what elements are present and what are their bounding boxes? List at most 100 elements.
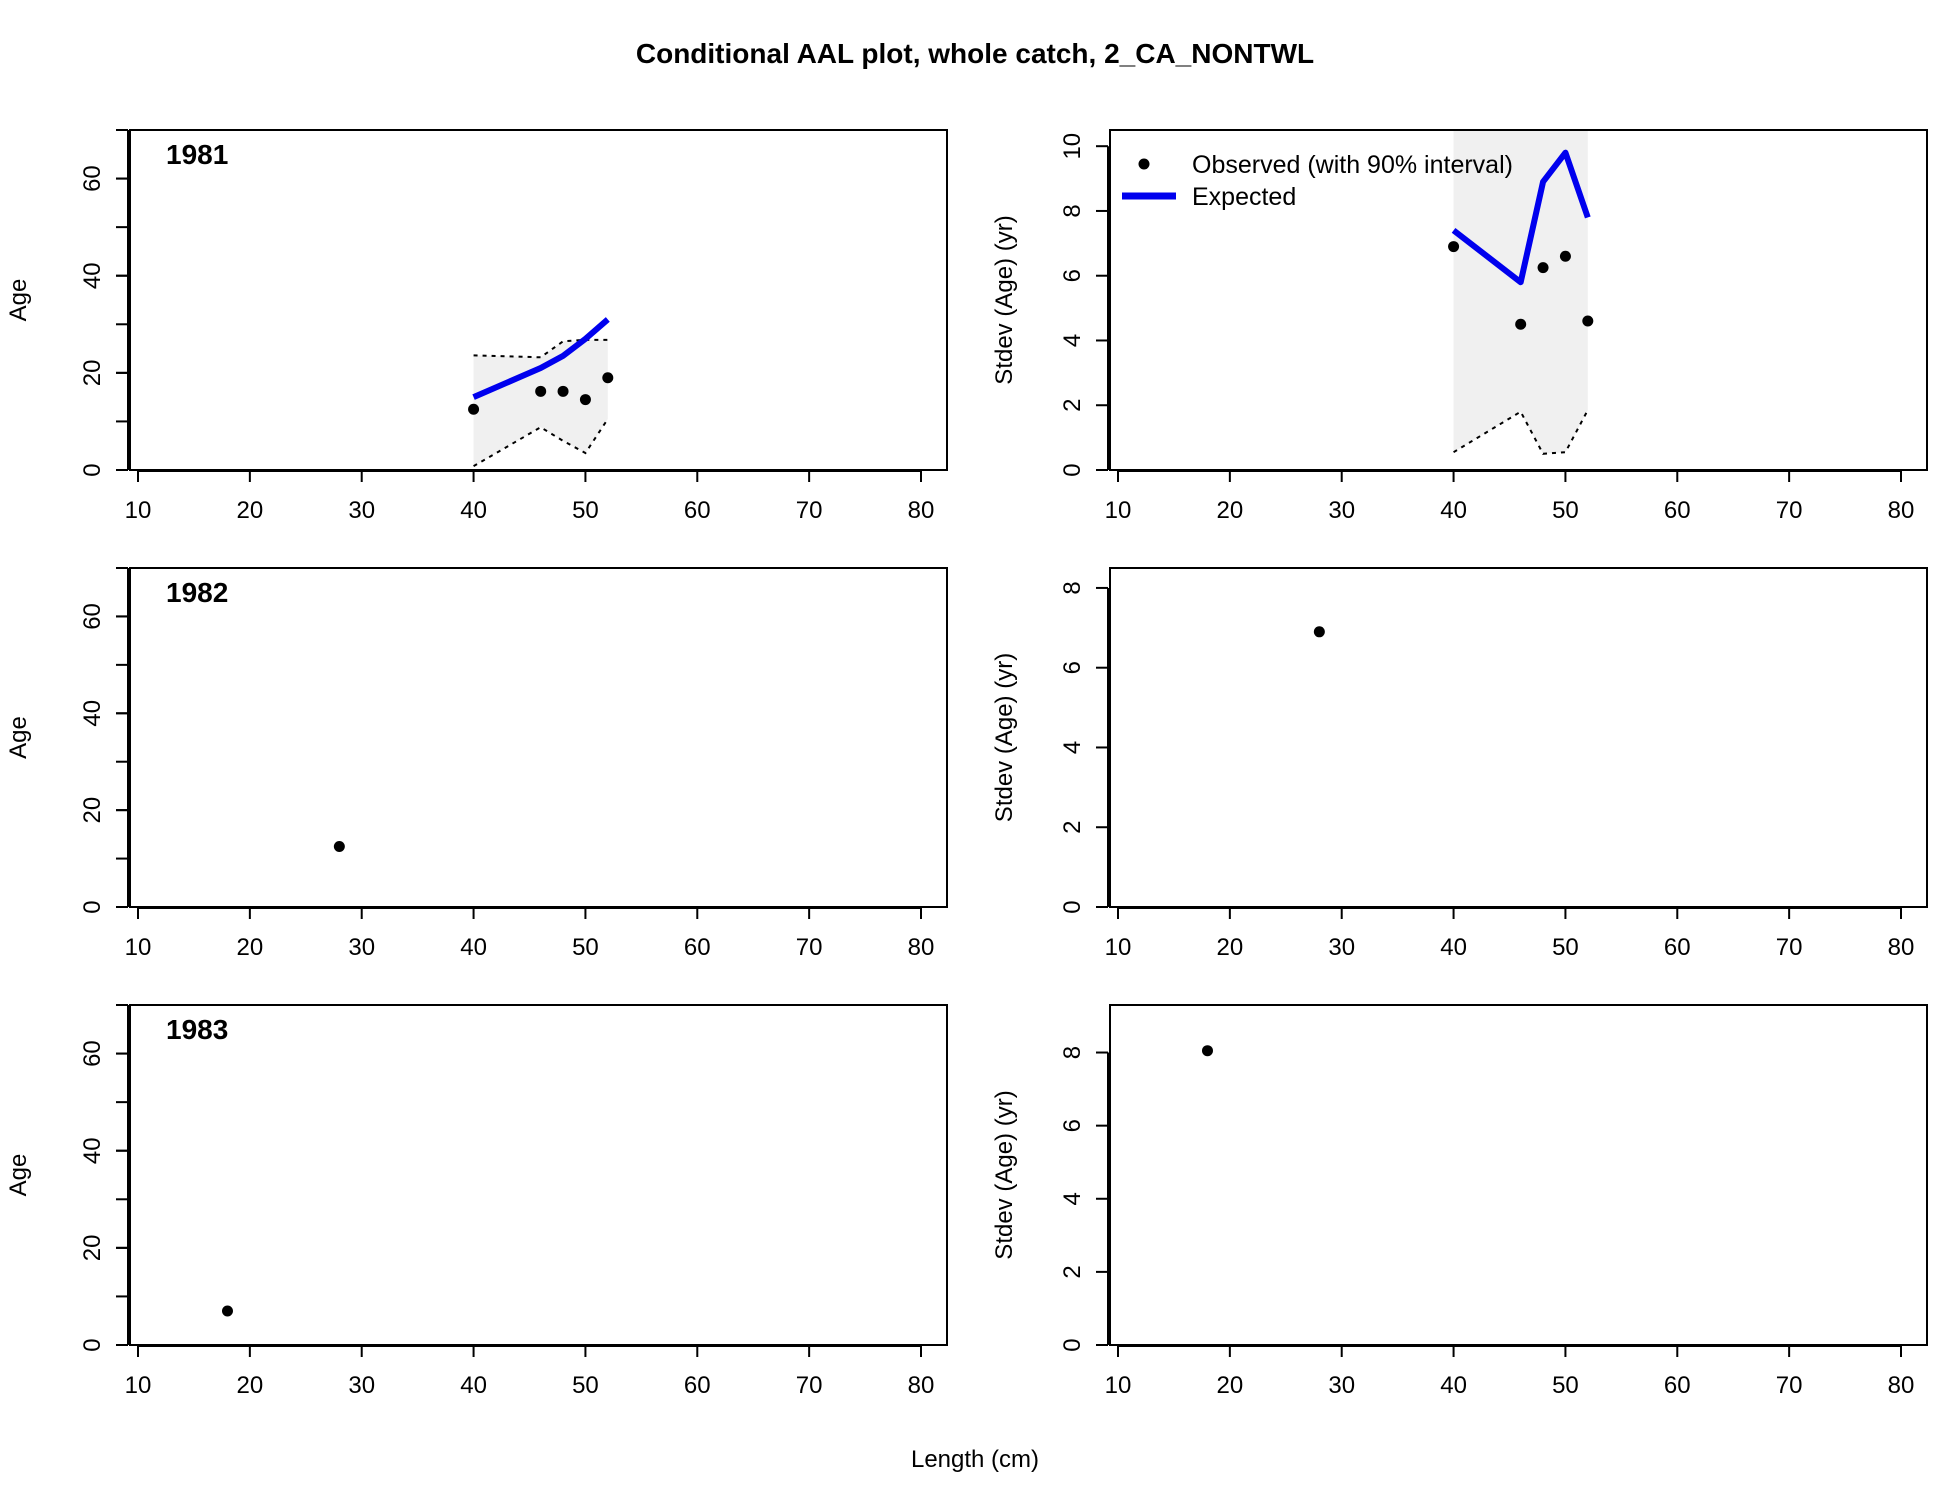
x-tick-label: 10 (1105, 1372, 1132, 1399)
x-tick-label: 50 (572, 1372, 599, 1399)
x-tick-label: 30 (1328, 934, 1355, 961)
x-tick-label: 50 (1552, 497, 1579, 524)
interval-band (1453, 130, 1588, 454)
x-tick-label: 70 (796, 497, 823, 524)
y-axis: 0 20 40 60 (79, 1004, 129, 1352)
year-label: 1981 (166, 139, 228, 170)
x-axis: 10 20 30 40 50 60 70 80 (1105, 907, 1915, 961)
x-tick-label: 70 (796, 934, 823, 961)
panel-1981-age: 10 20 30 40 50 60 70 80 0 20 40 60 Age 1981 (5, 129, 948, 524)
panel-1983-age: 10 20 30 40 50 60 70 80 0 20 40 60 Age 1983 (5, 1004, 948, 1399)
y-tick-label: 10 (1059, 133, 1086, 160)
x-axis: 10 20 30 40 50 60 70 80 (125, 907, 935, 961)
y-axis: 0 2 4 6 8 (1059, 581, 1109, 914)
legend-observed-marker (1138, 158, 1150, 170)
x-tick-label: 60 (1664, 934, 1691, 961)
y-axis: 0 2 4 6 8 10 (1059, 133, 1109, 477)
y-tick-label: 40 (79, 700, 106, 727)
x-tick-label: 20 (237, 1372, 264, 1399)
y-tick-label: 20 (79, 1235, 106, 1262)
y-tick-label: 2 (1059, 1265, 1086, 1278)
x-tick-label: 10 (1105, 934, 1132, 961)
x-tick-label: 40 (460, 934, 487, 961)
expected-line (472, 317, 610, 400)
expected-line (1451, 149, 1591, 286)
x-tick-label: 70 (796, 1372, 823, 1399)
x-axis-label: Length (cm) (911, 1446, 1039, 1473)
y-tick-label: 2 (1059, 399, 1086, 412)
y-axis-label: Stdev (Age) (yr) (991, 653, 1018, 822)
x-tick-label: 50 (1552, 1372, 1579, 1399)
y-tick-label: 6 (1059, 269, 1086, 282)
interval-lower-line (1453, 409, 1589, 455)
y-tick-label: 0 (1059, 900, 1086, 913)
x-axis: 10 20 30 40 50 60 70 80 (125, 1345, 934, 1399)
x-tick-label: 80 (908, 934, 935, 961)
y-axis: 0 2 4 6 8 (1059, 1046, 1109, 1352)
x-tick-label: 80 (1888, 934, 1915, 961)
x-tick-label: 40 (460, 497, 487, 524)
x-tick-label: 60 (1664, 1372, 1691, 1399)
y-axis: 0 20 40 60 (79, 129, 129, 477)
year-label: 1982 (166, 577, 228, 608)
y-tick-label: 2 (1059, 821, 1086, 834)
x-tick-label: 20 (1217, 497, 1244, 524)
observed-point (535, 385, 547, 397)
x-tick-label: 70 (1776, 1372, 1803, 1399)
y-tick-label: 8 (1059, 1046, 1086, 1059)
x-tick-label: 10 (1105, 497, 1132, 524)
x-tick-label: 30 (348, 497, 375, 524)
y-tick-label: 0 (1059, 1338, 1086, 1351)
observed-point (602, 372, 614, 384)
y-tick-label: 40 (79, 1137, 106, 1164)
y-tick-label: 4 (1059, 334, 1086, 347)
x-tick-label: 40 (1440, 497, 1467, 524)
observed-point (468, 403, 480, 415)
observed-point (557, 385, 569, 397)
year-label: 1983 (166, 1014, 228, 1045)
panel-1982-age: 10 20 30 40 50 60 70 80 0 20 40 60 Age 1982 (5, 567, 948, 961)
x-tick-label: 30 (348, 934, 375, 961)
y-tick-label: 0 (1059, 463, 1086, 476)
x-tick-label: 20 (237, 934, 264, 961)
x-tick-label: 50 (572, 934, 599, 961)
y-tick-label: 0 (79, 463, 106, 476)
observed-point (1582, 315, 1594, 327)
panel-1981-stdev: 10 20 30 40 50 60 70 80 0 2 4 6 8 10 Stdev (Age) (yr) O… (991, 129, 1928, 524)
x-tick-label: 10 (125, 497, 152, 524)
x-axis: 10 20 30 40 50 60 70 80 (1105, 1345, 1915, 1399)
y-tick-label: 0 (79, 900, 106, 913)
y-tick-label: 20 (79, 797, 106, 824)
y-tick-label: 0 (79, 1338, 106, 1351)
x-tick-label: 40 (1440, 1372, 1467, 1399)
y-axis-label: Age (5, 279, 32, 322)
y-tick-label: 4 (1059, 741, 1086, 754)
y-axis-label: Age (5, 716, 32, 759)
observed-point (579, 394, 591, 406)
x-tick-label: 70 (1776, 497, 1803, 524)
observed-point (333, 840, 345, 852)
panel-1983-stdev: 10 20 30 40 50 60 70 80 0 2 4 6 8 Stdev (Age) (yr) (991, 1004, 1928, 1399)
y-tick-label: 8 (1059, 581, 1086, 594)
y-tick-label: 20 (79, 360, 106, 387)
figure-title: Conditional AAL plot, whole catch, 2_CA_… (636, 38, 1314, 69)
observed-point (1537, 262, 1549, 274)
x-axis: 10 20 30 40 50 60 70 80 (1105, 470, 1914, 524)
legend-observed-label: Observed (with 90% interval) (1192, 151, 1513, 179)
x-tick-label: 20 (237, 497, 264, 524)
legend: Observed (with 90% interval) Expected (1122, 151, 1513, 211)
y-axis: 0 20 40 60 (79, 567, 129, 914)
y-axis-label: Stdev (Age) (yr) (991, 215, 1018, 384)
observed-point (1559, 250, 1571, 262)
y-tick-label: 8 (1059, 204, 1086, 217)
x-tick-label: 20 (1217, 934, 1244, 961)
panel-1982-stdev: 10 20 30 40 50 60 70 80 0 2 4 6 8 Stdev (Age) (yr) (991, 567, 1928, 961)
observed-point (1201, 1045, 1213, 1057)
x-tick-label: 80 (1888, 1372, 1915, 1399)
x-tick-label: 60 (684, 1372, 711, 1399)
x-tick-label: 70 (1776, 934, 1803, 961)
x-tick-label: 60 (1664, 497, 1691, 524)
x-axis: 10 20 30 40 50 60 70 80 (125, 470, 934, 524)
x-tick-label: 10 (125, 934, 152, 961)
